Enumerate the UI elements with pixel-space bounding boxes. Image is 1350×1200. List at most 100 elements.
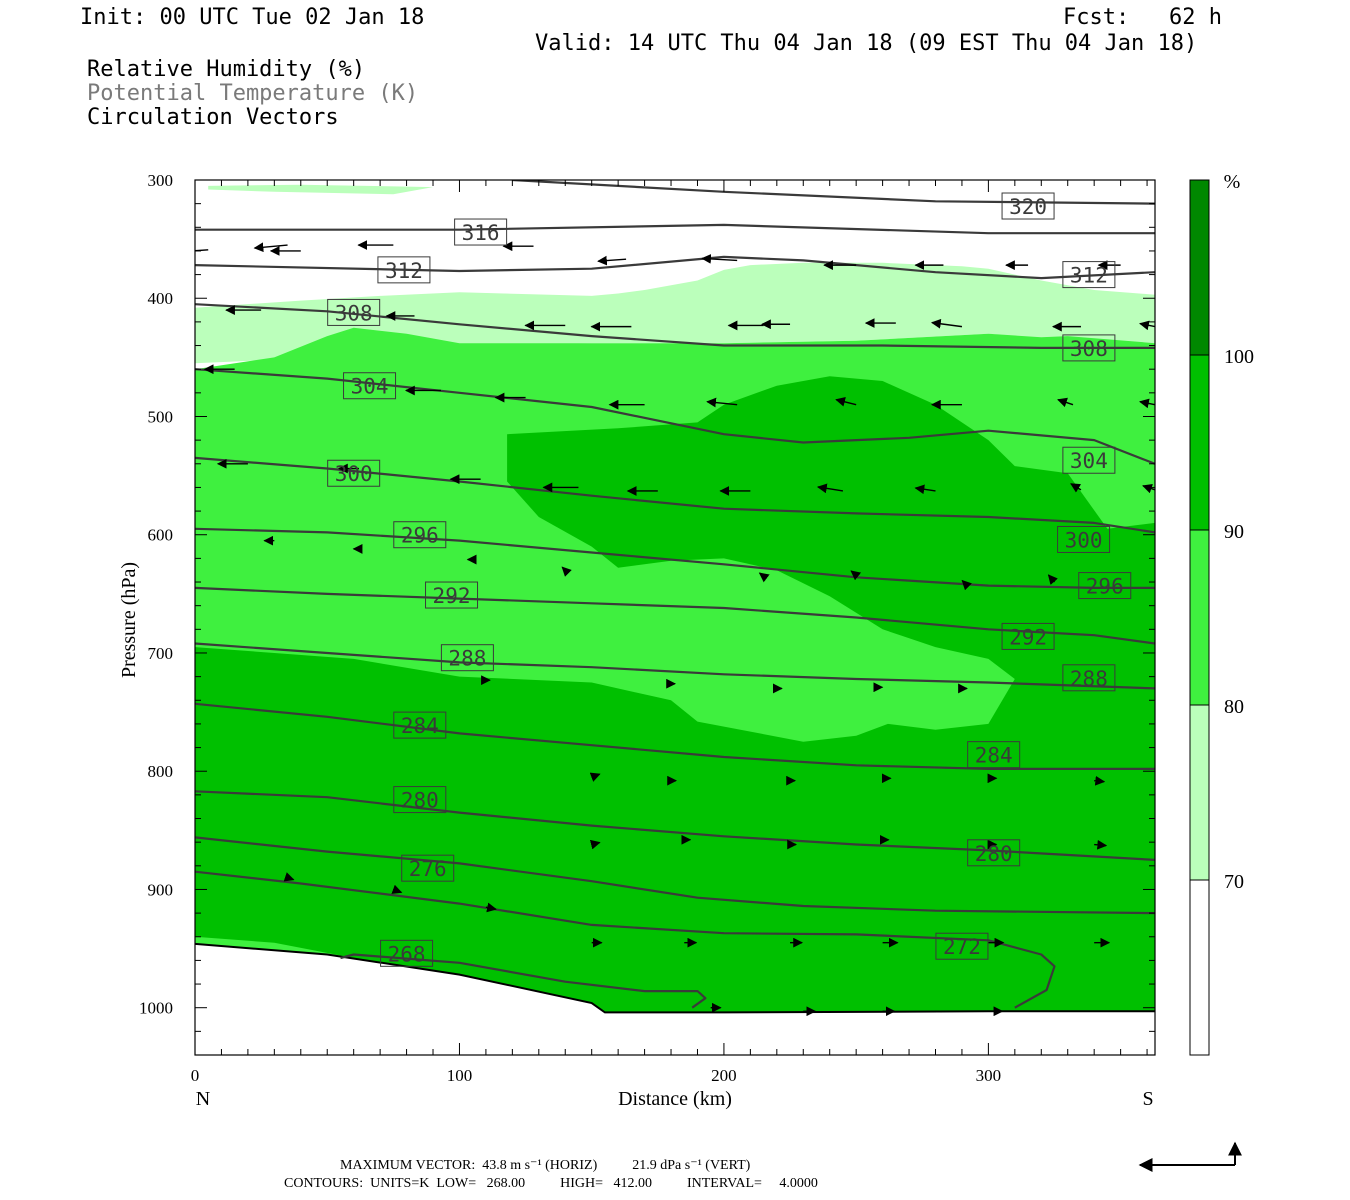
colorbar-level-label: 70 xyxy=(1224,871,1244,893)
contour-label-box xyxy=(343,372,397,400)
circulation-vector xyxy=(1057,397,1074,408)
contour-label-box xyxy=(1001,192,1055,220)
contour-label-text: 292 xyxy=(433,584,471,608)
rh-region-90-100-4 xyxy=(195,783,1015,866)
contour-label-text: 284 xyxy=(401,714,439,738)
circulation-vector xyxy=(561,566,572,577)
y-tick-label: 700 xyxy=(148,644,174,663)
contour-label-box xyxy=(1078,572,1132,600)
circulation-vector xyxy=(485,902,497,913)
circulation-vector xyxy=(850,570,862,581)
circulation-vector xyxy=(1047,574,1058,585)
colorbar-segment xyxy=(1189,529,1210,706)
colorbar-segment xyxy=(1189,354,1210,531)
circulation-vector xyxy=(706,397,738,408)
contour-label-layer: 320 316 312 312 308 308 304 304 300 300 296 296 292 2… xyxy=(327,192,1132,967)
y-axis-label: Pressure (hPa) xyxy=(118,562,140,678)
contour-label-box xyxy=(454,218,508,246)
circulation-vector xyxy=(195,249,209,252)
contour-label-268: 268 xyxy=(380,939,434,967)
x-tick-label: 300 xyxy=(976,1066,1002,1085)
contour-label-box xyxy=(967,839,1021,867)
contour-label-text: 292 xyxy=(1009,625,1047,649)
colorbar-segment xyxy=(1189,179,1210,356)
plot-frame xyxy=(194,179,1156,1056)
contour-label-292: 292 xyxy=(1001,622,1055,650)
vector-layer xyxy=(195,240,1155,1017)
contour-label-280: 280 xyxy=(393,786,447,814)
x-tick-label: 200 xyxy=(711,1066,737,1085)
field-rh: Relative Humidity (%) xyxy=(87,57,366,82)
contour-label-284: 284 xyxy=(967,741,1021,769)
contour-label-272: 272 xyxy=(935,932,989,960)
x-axis-label: Distance (km) xyxy=(618,1088,732,1110)
contour-label-276: 276 xyxy=(401,854,455,882)
circulation-vector xyxy=(914,484,936,495)
isentrope-288 xyxy=(195,642,1155,690)
isentrope-276 xyxy=(195,836,1155,915)
contour-label-text: 272 xyxy=(943,935,981,959)
contour-label-text: 320 xyxy=(1009,195,1047,219)
contour-label-box xyxy=(1062,261,1116,289)
contour-label-box xyxy=(393,786,447,814)
contour-label-box xyxy=(1057,525,1111,553)
isentrope-284 xyxy=(195,702,1155,771)
x-end-label-south: S xyxy=(1142,1088,1153,1110)
circulation-vector xyxy=(816,483,844,494)
contour-label-text: 308 xyxy=(335,301,373,325)
contour-label-280: 280 xyxy=(967,839,1021,867)
isentrope-268 xyxy=(340,953,707,1009)
isentrope-312 xyxy=(195,255,1155,280)
circulation-vector xyxy=(1070,483,1082,493)
contour-label-text: 276 xyxy=(409,857,447,881)
circulation-vector xyxy=(589,772,601,782)
colorbar-segment xyxy=(1189,879,1210,1056)
colorbar: 70 80 90 100 xyxy=(1189,179,1254,1056)
y-tick-label: 900 xyxy=(148,880,174,899)
contour-label-text: 280 xyxy=(975,842,1013,866)
contour-label-text: 296 xyxy=(401,524,439,548)
contour-info: CONTOURS: UNITS=K LOW= 268.00 HIGH= 412.… xyxy=(284,1176,818,1191)
y-tick-label: 400 xyxy=(148,289,174,308)
field-vectors: Circulation Vectors xyxy=(87,105,339,130)
contour-label-text: 312 xyxy=(385,259,423,283)
isentrope-292 xyxy=(195,586,1155,645)
circulation-vector xyxy=(597,255,627,266)
x-end-label-north: N xyxy=(196,1088,210,1110)
x-tick-label: 0 xyxy=(191,1066,200,1085)
contour-label-box xyxy=(1062,664,1116,692)
contour-label-box xyxy=(1062,334,1116,362)
contour-label-312: 312 xyxy=(1062,261,1116,289)
contour-label-308: 308 xyxy=(1062,334,1116,362)
circulation-vector xyxy=(961,579,972,591)
circulation-vector xyxy=(835,397,857,407)
max-vector-note: MAXIMUM VECTOR: 43.8 m s⁻¹ (HORIZ) 21.9 … xyxy=(340,1158,751,1173)
contour-label-text: 316 xyxy=(462,221,500,245)
isentrope-300 xyxy=(195,456,1155,534)
contour-label-box xyxy=(377,256,431,284)
contour-label-308: 308 xyxy=(327,298,381,326)
contour-label-300: 300 xyxy=(327,459,381,487)
contour-label-text: 304 xyxy=(351,375,389,399)
contour-label-text: 296 xyxy=(1086,575,1124,599)
contour-label-box xyxy=(967,741,1021,769)
contour-label-text: 288 xyxy=(448,647,486,671)
circulation-vector xyxy=(589,839,601,850)
contour-label-text: 280 xyxy=(401,789,439,813)
contour-label-box xyxy=(327,298,381,326)
contour-label-320: 320 xyxy=(1001,192,1055,220)
contour-label-box xyxy=(393,711,447,739)
contour-label-box xyxy=(935,932,989,960)
contour-label-box xyxy=(327,459,381,487)
field-theta: Potential Temperature (K) xyxy=(87,81,419,106)
x-tick-label: 100 xyxy=(447,1066,473,1085)
rh-fill-layer xyxy=(195,184,1155,1013)
y-tick-label: 800 xyxy=(148,762,174,781)
contour-label-292: 292 xyxy=(425,581,479,609)
colorbar-unit: % xyxy=(1224,171,1241,193)
circulation-vector xyxy=(758,572,770,583)
contour-label-312: 312 xyxy=(377,256,431,284)
contour-label-316: 316 xyxy=(454,218,508,246)
colorbar-segment xyxy=(1189,704,1210,881)
